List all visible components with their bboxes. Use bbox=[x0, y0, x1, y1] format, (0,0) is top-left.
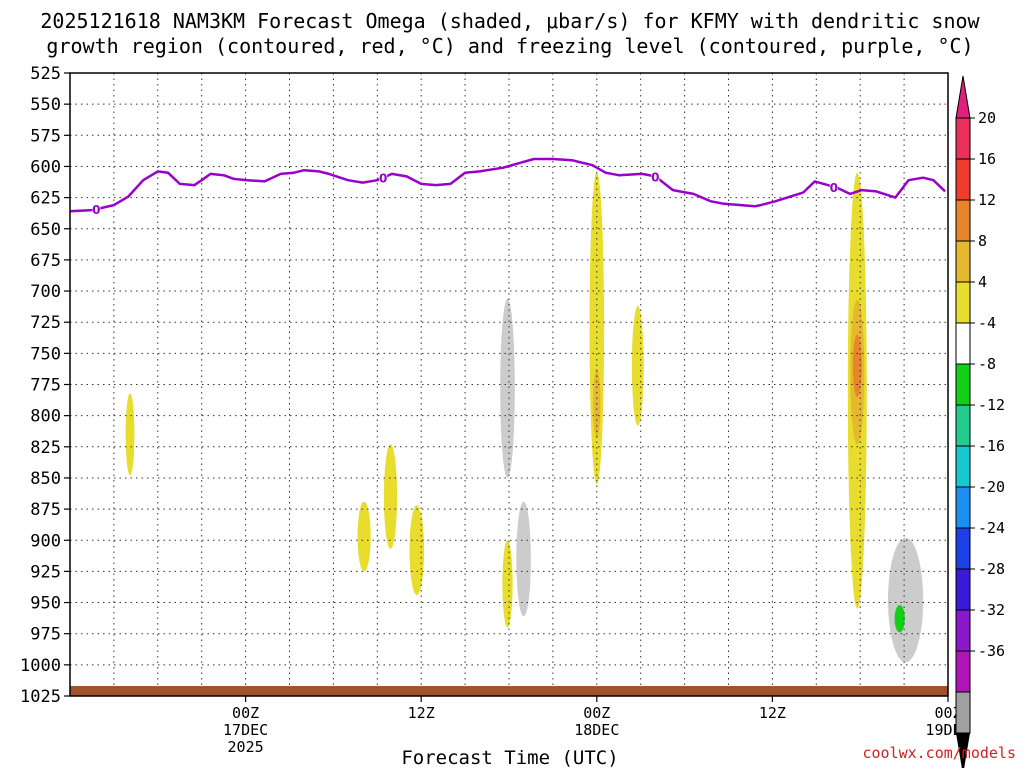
freezing-level-label-1: 0 bbox=[379, 172, 387, 186]
y-tick-label-700: 700 bbox=[30, 282, 61, 302]
colorbar-swatch-13 bbox=[955, 650, 971, 693]
colorbar-swatch-4 bbox=[955, 281, 971, 324]
freezing-label-bg bbox=[92, 202, 101, 216]
omega-region-3 bbox=[409, 505, 425, 596]
omega-region-1 bbox=[357, 501, 371, 572]
colorbar-swatch-3 bbox=[955, 240, 971, 283]
terrain-band bbox=[70, 686, 948, 696]
credit-text: coolwx.com/models bbox=[862, 744, 1016, 762]
omega-region-2 bbox=[383, 444, 398, 549]
omega-region-5 bbox=[516, 501, 531, 617]
y-tick-label-575: 575 bbox=[30, 126, 61, 146]
colorbar-swatch-0 bbox=[955, 117, 971, 160]
x-tick-label-2: 00Z bbox=[583, 704, 610, 722]
colorbar-label--16: -16 bbox=[978, 437, 1005, 455]
colorbar-swatch-9 bbox=[955, 486, 971, 529]
pressure-axis: 525 550 575 600 625 650 675 700 725 750 775 800 825 8… bbox=[20, 64, 70, 707]
colorbar-label--36: -36 bbox=[978, 642, 1005, 660]
colorbar-label-8: 8 bbox=[978, 232, 987, 250]
colorbar-bottom-arrow bbox=[956, 733, 970, 768]
chart-title-line-2: growth region (contoured, red, °C) and f… bbox=[46, 34, 973, 58]
colorbar-swatch-2 bbox=[955, 199, 971, 242]
y-tick-label-725: 725 bbox=[30, 313, 61, 333]
freezing-level-label-0: 0 bbox=[92, 203, 100, 217]
colorbar-label--4: -4 bbox=[978, 314, 996, 332]
colorbar-swatch-5 bbox=[955, 322, 971, 365]
y-tick-label-850: 850 bbox=[30, 469, 61, 489]
freezing-level-line bbox=[69, 157, 946, 213]
colorbar-label--12: -12 bbox=[978, 396, 1005, 414]
freezing-label-bg bbox=[379, 170, 388, 184]
colorbar-label-20: 20 bbox=[978, 109, 996, 127]
y-tick-label-600: 600 bbox=[30, 157, 61, 177]
freezing-label-bg bbox=[651, 169, 660, 183]
freezing-level-layer: 0 0 0 0 bbox=[69, 157, 946, 217]
y-tick-label-1000: 1000 bbox=[20, 656, 61, 676]
y-tick-label-750: 750 bbox=[30, 344, 61, 364]
omega-region-6 bbox=[502, 540, 513, 628]
colorbar-label--32: -32 bbox=[978, 601, 1005, 619]
y-tick-label-975: 975 bbox=[30, 625, 61, 645]
x-tick-label-3: 12Z bbox=[759, 704, 786, 722]
omega-region-14 bbox=[894, 605, 905, 633]
x-tick-label-4: 00Z bbox=[934, 704, 961, 722]
colorbar-label-12: 12 bbox=[978, 191, 996, 209]
x-tick-label-1: 12Z bbox=[408, 704, 435, 722]
omega-region-13 bbox=[888, 537, 924, 663]
y-tick-label-925: 925 bbox=[30, 562, 61, 582]
colorbar-label--24: -24 bbox=[978, 519, 1005, 537]
x-tick-year-0: 2025 bbox=[228, 738, 264, 756]
y-tick-label-650: 650 bbox=[30, 220, 61, 240]
y-tick-label-675: 675 bbox=[30, 251, 61, 271]
colorbar-label-16: 16 bbox=[978, 150, 996, 168]
terrain-layer bbox=[70, 686, 948, 696]
colorbar-swatch-7 bbox=[955, 404, 971, 447]
omega-region-12 bbox=[852, 334, 862, 397]
y-tick-label-1025: 1025 bbox=[20, 687, 61, 707]
y-tick-label-950: 950 bbox=[30, 594, 61, 614]
y-tick-label-800: 800 bbox=[30, 407, 61, 427]
x-tick-date-0: 17DEC bbox=[223, 721, 268, 739]
colorbar-swatch-6 bbox=[955, 363, 971, 406]
x-axis-label: Forecast Time (UTC) bbox=[401, 747, 618, 768]
omega-region-4 bbox=[500, 298, 515, 478]
colorbar-swatch-10 bbox=[955, 527, 971, 570]
chart-title-line-1: 2025121618 NAM3KM Forecast Omega (shaded… bbox=[40, 9, 980, 33]
colorbar-label--8: -8 bbox=[978, 355, 996, 373]
y-tick-label-825: 825 bbox=[30, 438, 61, 458]
x-tick-date-2: 18DEC bbox=[574, 721, 619, 739]
colorbar-swatch-12 bbox=[955, 609, 971, 652]
colorbar: 20 16 12 8 4 -4 -8 -12 -16 -20 -24 -28 -32 -36 bbox=[955, 75, 1005, 768]
colorbar-label--28: -28 bbox=[978, 560, 1005, 578]
y-tick-label-550: 550 bbox=[30, 95, 61, 115]
y-tick-label-625: 625 bbox=[30, 189, 61, 209]
freezing-level-label-2: 0 bbox=[651, 170, 659, 184]
colorbar-swatch-11 bbox=[955, 568, 971, 611]
colorbar-swatch-8 bbox=[955, 445, 971, 488]
omega-region-0 bbox=[125, 393, 135, 476]
colorbar-label-4: 4 bbox=[978, 273, 987, 291]
y-tick-label-525: 525 bbox=[30, 64, 61, 84]
colorbar-swatch-1 bbox=[955, 158, 971, 201]
omega-region-9 bbox=[631, 306, 644, 426]
x-tick-label-0: 00Z bbox=[232, 704, 259, 722]
freezing-level-label-3: 0 bbox=[830, 181, 838, 195]
y-tick-label-875: 875 bbox=[30, 500, 61, 520]
y-tick-label-775: 775 bbox=[30, 376, 61, 396]
y-tick-label-900: 900 bbox=[30, 531, 61, 551]
freezing-label-bg bbox=[829, 179, 838, 193]
colorbar-label--20: -20 bbox=[978, 478, 1005, 496]
omega-shading-layer bbox=[125, 172, 924, 663]
colorbar-swatch-14 bbox=[955, 691, 971, 734]
